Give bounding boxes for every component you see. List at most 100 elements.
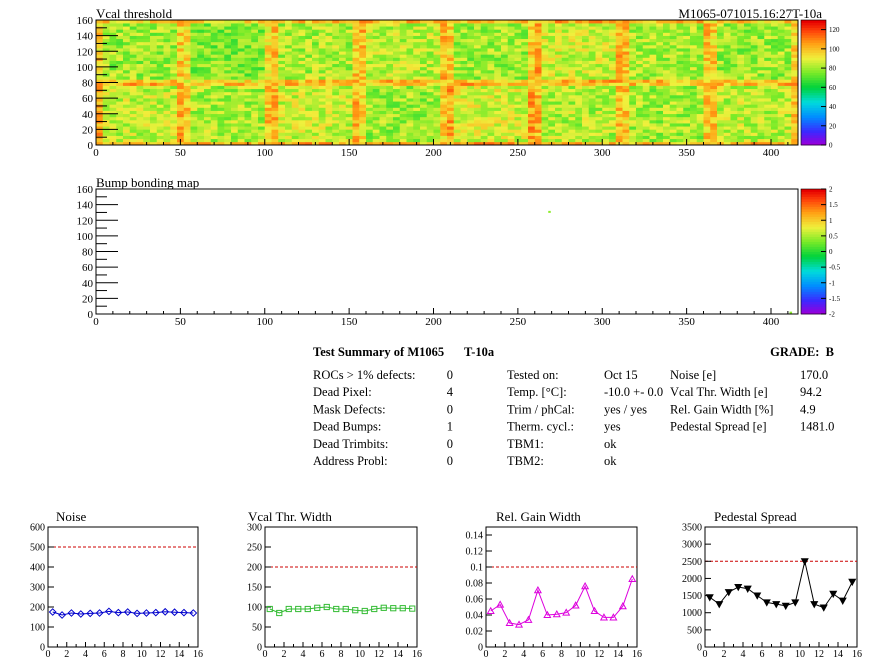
map-cell (683, 82, 691, 86)
map-cell (244, 60, 252, 65)
map-cell (453, 110, 461, 115)
map-cell (717, 54, 725, 58)
map-cell (717, 20, 725, 24)
map-cell (210, 88, 218, 93)
map-cell (285, 129, 293, 133)
map-cell (109, 51, 117, 55)
map-cell (197, 51, 205, 55)
map-cell (501, 123, 509, 127)
map-cell (312, 54, 320, 58)
map-cell (555, 104, 563, 108)
map-cell (278, 35, 286, 40)
map-cell (723, 116, 731, 121)
map-cell (676, 41, 684, 46)
map-cell (332, 91, 340, 96)
data-point (142, 609, 151, 617)
map-cell (561, 88, 569, 93)
map-cell (447, 116, 455, 121)
map-cell (750, 29, 758, 33)
map-cell (96, 32, 104, 36)
map-cell (507, 38, 515, 43)
map-cell (433, 51, 441, 55)
map-cell (501, 82, 509, 86)
y-tick-label: 60 (82, 262, 94, 274)
map-cell (669, 45, 677, 49)
map-cell (96, 129, 104, 133)
map-cell (582, 98, 590, 102)
map-cell (521, 135, 529, 140)
map-cell (318, 129, 326, 133)
map-cell (602, 70, 610, 74)
map-cell (156, 76, 164, 80)
map-cell (642, 48, 650, 52)
map-cell (150, 63, 158, 68)
map-cell (494, 116, 502, 121)
map-cell (258, 35, 266, 40)
map-cell (602, 73, 610, 77)
map-cell (197, 132, 205, 136)
map-cell (183, 110, 191, 115)
map-cell (480, 132, 488, 136)
map-cell (487, 110, 495, 115)
map-cell (744, 107, 752, 111)
map-cell (413, 126, 421, 130)
map-cell (386, 135, 394, 140)
palette-bin (801, 191, 826, 195)
map-cell (588, 35, 596, 40)
x-tick-label: 4 (741, 649, 746, 660)
palette-bin (801, 219, 826, 222)
map-cell (129, 79, 137, 83)
map-cell (204, 126, 212, 130)
map-cell (467, 135, 475, 140)
map-cell (771, 29, 779, 33)
map-cell (251, 54, 259, 58)
map-cell (406, 82, 414, 86)
map-cell (710, 88, 718, 93)
map-cell (615, 38, 623, 43)
map-cell (629, 129, 637, 133)
map-cell (190, 91, 198, 96)
map-cell (622, 45, 630, 49)
map-cell (406, 95, 414, 99)
map-cell (116, 48, 124, 52)
map-cell (534, 26, 542, 30)
map-cell (777, 138, 785, 143)
map-cell (791, 63, 799, 68)
map-cell (136, 85, 144, 90)
map-cell (561, 70, 569, 74)
map-cell (264, 26, 272, 30)
map-cell (312, 70, 320, 74)
map-cell (231, 60, 239, 65)
map-cell (548, 85, 556, 90)
map-cell (555, 110, 563, 115)
map-cell (771, 51, 779, 55)
map-cell (123, 79, 131, 83)
map-cell (447, 101, 455, 105)
map-cell (96, 35, 104, 40)
map-cell (602, 82, 610, 86)
x-tick-label: 0 (93, 147, 99, 159)
map-cell (123, 110, 131, 115)
map-cell (109, 32, 117, 36)
map-cell (494, 48, 502, 52)
map-cell (528, 116, 536, 121)
map-cell (690, 141, 698, 146)
map-cell (359, 35, 367, 40)
map-cell (555, 85, 563, 90)
map-cell (150, 120, 158, 124)
map-cell (224, 45, 232, 49)
map-cell (703, 132, 711, 136)
map-cell (372, 70, 380, 74)
map-cell (548, 32, 556, 36)
map-cell (649, 23, 657, 27)
map-cell (609, 116, 617, 121)
map-cell (210, 110, 218, 115)
map-cell (764, 60, 772, 65)
map-cell (372, 138, 380, 143)
map-cell (177, 129, 185, 133)
map-cell (285, 120, 293, 124)
map-cell (683, 20, 691, 24)
map-cell (183, 26, 191, 30)
map-cell (298, 79, 306, 83)
map-cell (690, 23, 698, 27)
